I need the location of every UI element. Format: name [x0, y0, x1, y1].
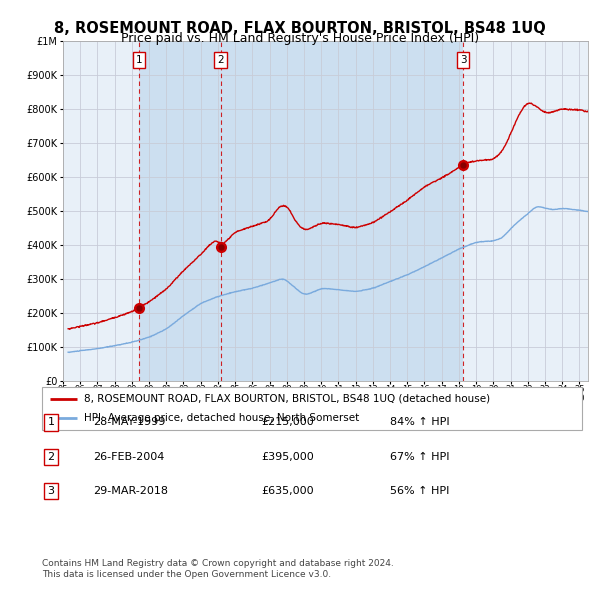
- Text: 29-MAR-2018: 29-MAR-2018: [93, 486, 168, 496]
- Text: 3: 3: [460, 55, 466, 65]
- Text: £395,000: £395,000: [261, 452, 314, 461]
- Text: 8, ROSEMOUNT ROAD, FLAX BOURTON, BRISTOL, BS48 1UQ (detached house): 8, ROSEMOUNT ROAD, FLAX BOURTON, BRISTOL…: [84, 394, 490, 404]
- Text: 67% ↑ HPI: 67% ↑ HPI: [390, 452, 449, 461]
- Text: 2: 2: [217, 55, 224, 65]
- Text: £215,000: £215,000: [261, 418, 314, 427]
- Text: Contains HM Land Registry data © Crown copyright and database right 2024.
This d: Contains HM Land Registry data © Crown c…: [42, 559, 394, 579]
- Text: 1: 1: [47, 418, 55, 427]
- Text: 2: 2: [47, 452, 55, 461]
- Text: HPI: Average price, detached house, North Somerset: HPI: Average price, detached house, Nort…: [84, 413, 359, 423]
- Text: £635,000: £635,000: [261, 486, 314, 496]
- Text: 84% ↑ HPI: 84% ↑ HPI: [390, 418, 449, 427]
- Text: 56% ↑ HPI: 56% ↑ HPI: [390, 486, 449, 496]
- Text: 1: 1: [136, 55, 142, 65]
- Text: 3: 3: [47, 486, 55, 496]
- Text: 28-MAY-1999: 28-MAY-1999: [93, 418, 166, 427]
- Text: Price paid vs. HM Land Registry's House Price Index (HPI): Price paid vs. HM Land Registry's House …: [121, 32, 479, 45]
- Text: 8, ROSEMOUNT ROAD, FLAX BOURTON, BRISTOL, BS48 1UQ: 8, ROSEMOUNT ROAD, FLAX BOURTON, BRISTOL…: [54, 21, 546, 35]
- Bar: [139, 41, 463, 381]
- Text: 26-FEB-2004: 26-FEB-2004: [93, 452, 164, 461]
